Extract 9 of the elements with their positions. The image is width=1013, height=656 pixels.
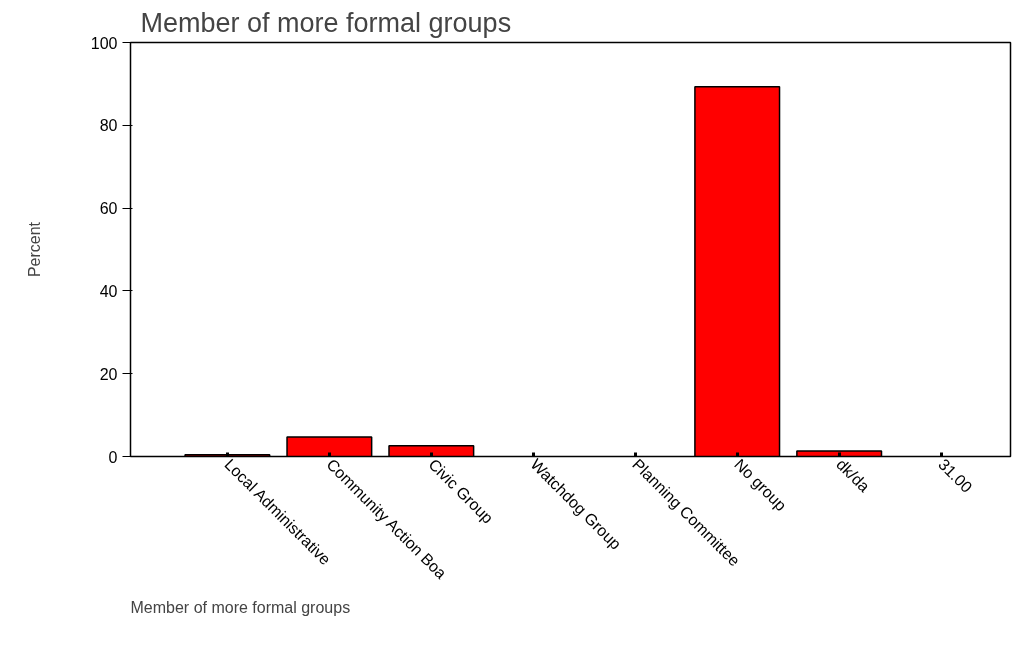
x-axis-title: Member of more formal groups (130, 598, 351, 616)
y-axis-title: Percent (25, 221, 43, 278)
y-tick-label: 0 (108, 448, 118, 466)
y-tick-label: 20 (99, 365, 118, 383)
y-tick-label: 80 (99, 117, 118, 135)
y-tick-label: 40 (99, 282, 118, 300)
y-tick-label: 60 (99, 200, 118, 218)
chart-title: Member of more formal groups (140, 7, 512, 38)
y-tick-label: 100 (90, 34, 118, 52)
